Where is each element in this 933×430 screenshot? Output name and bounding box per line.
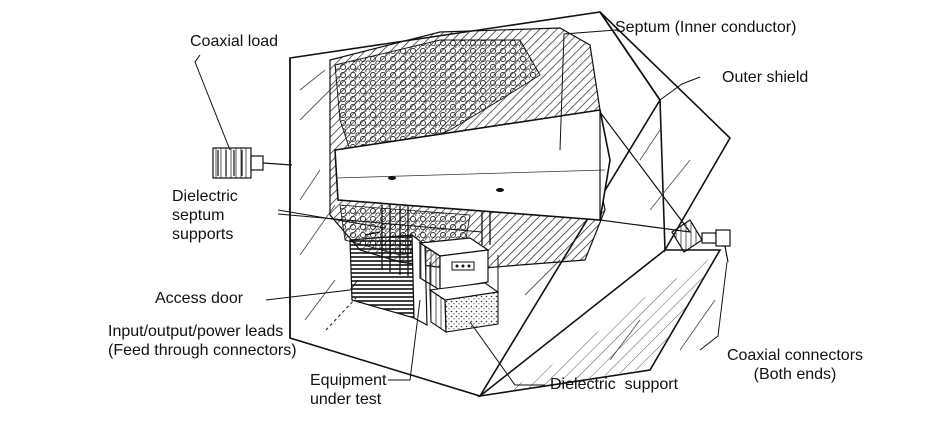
label-coaxial-connectors: Coaxial connectors (Both ends): [700, 346, 890, 384]
label-input-output-leads: Input/output/power leads (Feed through c…: [108, 322, 297, 360]
septum-plate: [334, 109, 611, 221]
label-line: (Feed through connectors): [108, 342, 297, 359]
label-line: septum: [172, 207, 225, 224]
label-outer-shield: Outer shield: [722, 69, 809, 86]
label-line: Input/output/power leads: [108, 323, 284, 340]
label-coaxial-load: Coaxial load: [190, 33, 279, 50]
access-door-shape: [349, 231, 428, 327]
label-line: under test: [310, 391, 382, 408]
cutaway-texture: [334, 39, 541, 166]
label-line: Dielectric: [172, 188, 238, 205]
label-equipment-under-test: Equipment under test: [310, 371, 387, 409]
coaxial-connector-shape: [671, 219, 731, 263]
dielectric-support-shape: [428, 255, 500, 334]
label-access-door: Access door: [155, 290, 244, 307]
label-dielectric-support: Dielectric support: [550, 376, 679, 393]
label-line: (Both ends): [753, 366, 837, 383]
leader-lines: [194, 29, 728, 386]
label-dielectric-septum-supports: Dielectric septum supports: [172, 187, 238, 244]
septum-taper: [599, 110, 692, 233]
bottom-panel-hatch: [505, 255, 716, 392]
label-line: Coaxial connectors: [726, 347, 864, 364]
label-line: Equipment: [310, 372, 387, 389]
label-septum: Septum (Inner conductor): [615, 19, 797, 36]
coaxial-load-shape: [212, 147, 293, 179]
label-line: supports: [172, 226, 234, 243]
